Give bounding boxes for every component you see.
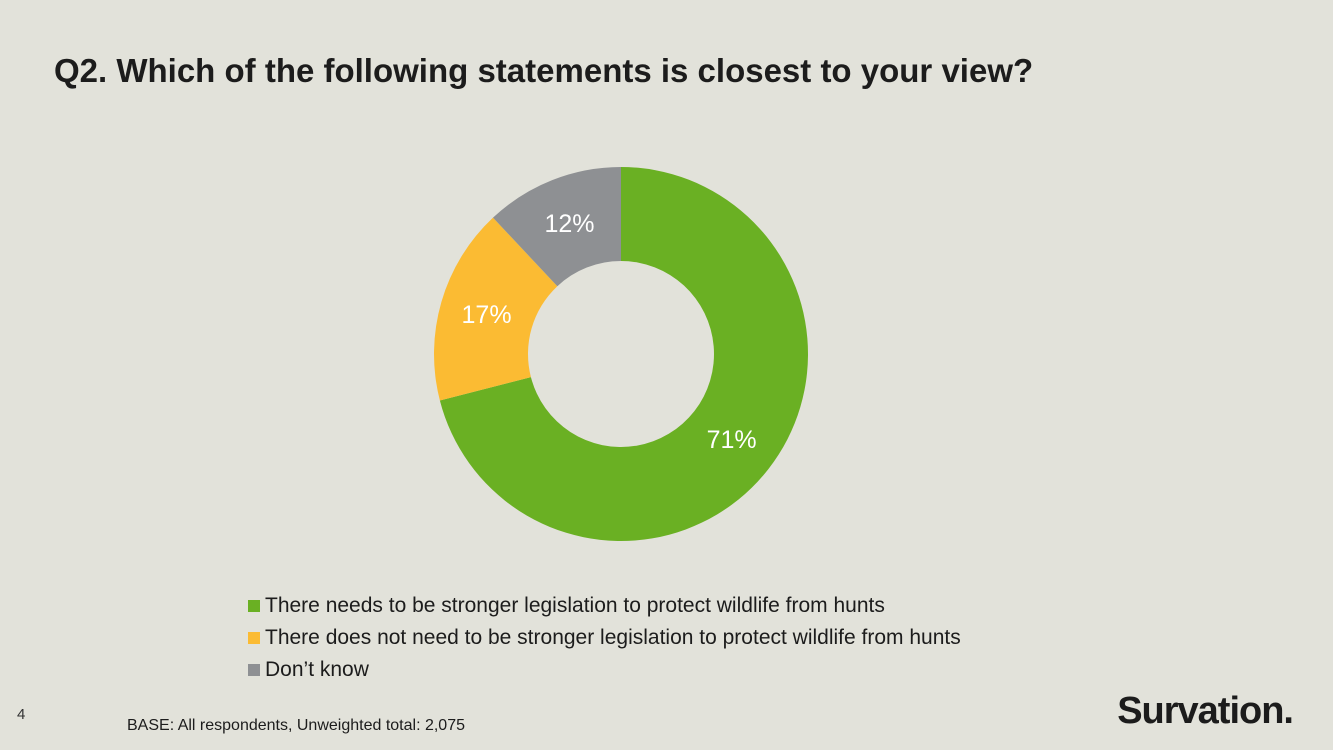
legend-label: There does not need to be stronger legis…	[265, 626, 961, 649]
page-number: 4	[17, 706, 26, 723]
legend-swatch-icon	[248, 632, 260, 644]
base-note: BASE: All respondents, Unweighted total:…	[127, 717, 465, 734]
legend-item-2: There does not need to be stronger legis…	[248, 622, 961, 654]
legend-label: There needs to be stronger legislation t…	[265, 594, 885, 617]
donut-slices	[434, 167, 808, 541]
slice-label-1: 71%	[707, 426, 757, 454]
legend-item-1: There needs to be stronger legislation t…	[248, 590, 961, 622]
donut-slice-3	[492, 167, 621, 287]
donut-slice-labels: 71% 17% 12%	[462, 210, 757, 454]
legend-swatch-icon	[248, 664, 260, 676]
survation-logo: Survation.	[1117, 690, 1294, 732]
page-title: Q2. Which of the following statements is…	[54, 52, 1034, 89]
donut-slice-1	[439, 167, 808, 541]
legend-item-3: Don’t know	[248, 654, 961, 686]
legend-swatch-icon	[248, 600, 260, 612]
chart-legend: There needs to be stronger legislation t…	[248, 590, 961, 686]
legend-label: Don’t know	[265, 658, 369, 681]
slice-label-2: 17%	[462, 301, 512, 329]
donut-slice-2	[434, 217, 558, 401]
slice-label-3: 12%	[544, 210, 594, 238]
